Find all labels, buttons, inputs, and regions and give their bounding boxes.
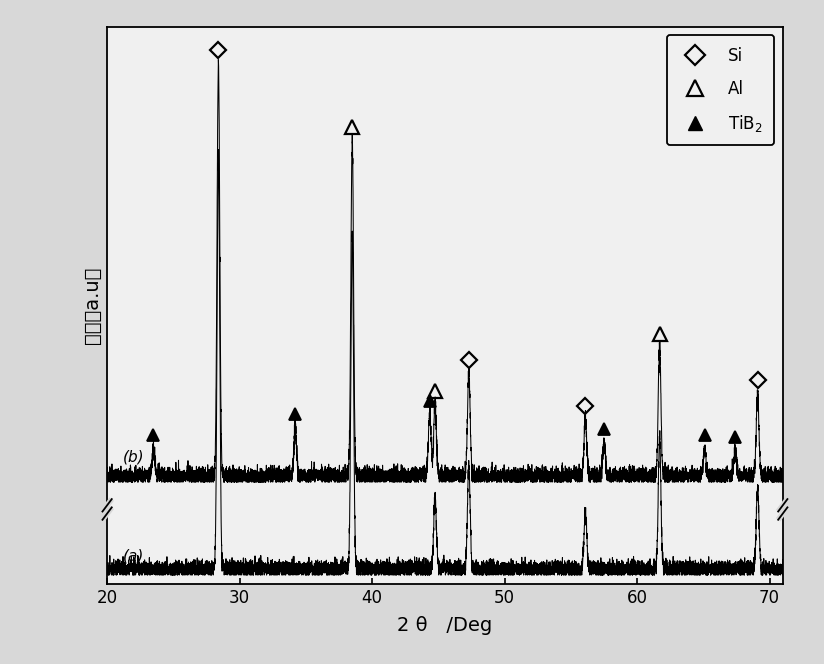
Text: (a): (a) [123, 548, 144, 564]
Y-axis label: 强度（a.u）: 强度（a.u） [82, 267, 101, 344]
Legend: Si, Al, TiB$_2$: Si, Al, TiB$_2$ [667, 35, 775, 145]
X-axis label: 2 θ   /Deg: 2 θ /Deg [397, 616, 493, 635]
Text: (b): (b) [123, 450, 145, 465]
